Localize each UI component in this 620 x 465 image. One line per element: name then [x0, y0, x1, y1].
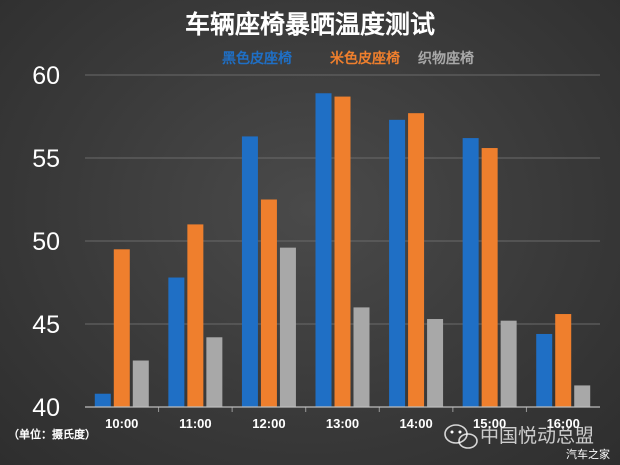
legend-entry: 织物座椅 [418, 50, 474, 67]
x-tick-label: 13:00 [326, 416, 359, 431]
bar [132, 360, 149, 407]
bar [187, 224, 204, 407]
bar [462, 138, 479, 407]
bar [315, 93, 332, 407]
x-axis: 10:00 11:00 12:00 13:00 14:00 15:00 16:00 [105, 416, 580, 431]
bar [574, 385, 591, 407]
x-tick-label: 10:00 [105, 416, 138, 431]
watermark-text: 中国悦动总盟 [480, 425, 594, 447]
bar [555, 314, 572, 407]
y-axis: 40 45 50 55 60 [32, 62, 60, 422]
bar [206, 337, 223, 407]
brand-text: 汽车之家 [566, 447, 610, 461]
wechat-icon [444, 424, 478, 449]
x-tick-label: 14:00 [399, 416, 432, 431]
x-tick-label: 11:00 [179, 416, 212, 431]
y-tick-label: 55 [32, 145, 60, 173]
legend-entry: 米色皮座椅 [330, 50, 400, 67]
y-tick-label: 40 [32, 394, 60, 422]
bar [389, 119, 406, 407]
bar [334, 96, 351, 407]
bar [260, 199, 277, 407]
x-tick-label: 15:00 [473, 416, 506, 431]
bar [353, 307, 370, 407]
x-tick-label: 12:00 [252, 416, 285, 431]
bar [279, 247, 296, 407]
x-tick-label: 16:00 [547, 416, 580, 431]
bar [168, 277, 185, 407]
y-tick-label: 50 [32, 228, 60, 256]
bars [85, 93, 600, 412]
bar [241, 136, 258, 408]
bar [94, 393, 111, 407]
y-tick-label: 60 [32, 62, 60, 90]
legend-entry: 黑色皮座椅 [222, 50, 292, 67]
unit-note: （单位：摄氏度） [8, 427, 96, 441]
bar [113, 249, 130, 407]
bar [408, 113, 425, 408]
bar [500, 320, 517, 407]
bar [481, 148, 498, 408]
bar [536, 333, 553, 407]
y-tick-label: 45 [32, 311, 60, 339]
watermark: 中国悦动总盟 汽车之家 [444, 424, 610, 461]
bar [427, 319, 444, 407]
legend: 黑色皮座椅 米色皮座椅 织物座椅 [222, 50, 474, 67]
chart-title: 车辆座椅暴晒温度测试 [185, 10, 435, 39]
